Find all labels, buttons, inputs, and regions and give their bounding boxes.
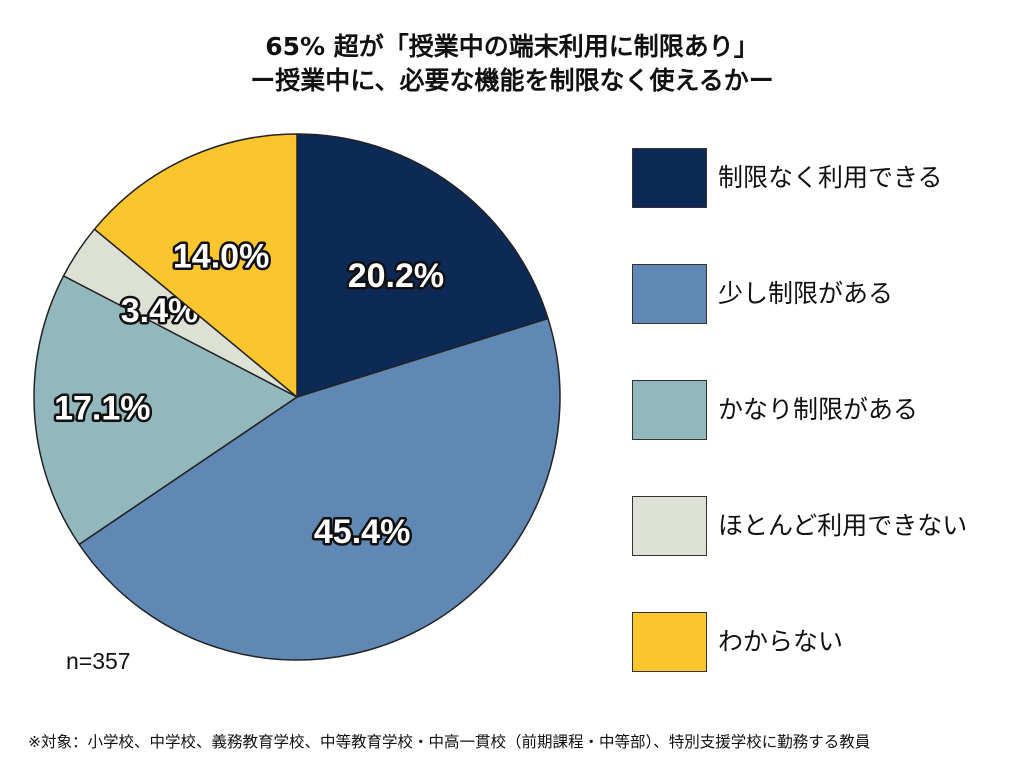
pie-slice [296,133,549,398]
legend-label: かなり制限がある [718,395,919,424]
footnote: ※対象：小学校、中学校、義務教育学校、中等教育学校・中高一貫校（前期課程・中等部… [28,733,871,751]
slice-data-label: 17.1% [54,389,150,427]
pie-slice [93,133,298,398]
legend-swatch [632,380,707,440]
legend-item: 少し制限がある [632,264,1012,324]
legend-item: 制限なく利用できる [632,148,1012,208]
sample-size: n=357 [66,648,131,674]
legend-item: ほとんど利用できない [632,496,1012,556]
legend-swatch [632,264,707,324]
slice-data-label: 20.2% [348,257,444,295]
chart-title: 65% 超が「授業中の端末利用に制限あり」 ー授業中に、必要な機能を制限なく使え… [0,30,1024,98]
slice-data-label: 45.4% [314,513,410,551]
legend-swatch [632,148,707,208]
legend-label: 少し制限がある [718,279,894,308]
legend-label: ほとんど利用できない [718,511,968,540]
legend-swatch [632,496,707,556]
slice-data-label: 14.0% [173,238,269,276]
legend-item: かなり制限がある [632,380,1012,440]
legend-label: わからない [718,627,844,656]
pie-slice [78,317,561,661]
legend-swatch [632,612,707,672]
pie-slice [33,275,298,546]
chart-title-line-2: ー授業中に、必要な機能を制限なく使えるかー [250,66,774,95]
chart-title-line-1: 65% 超が「授業中の端末利用に制限あり」 [265,32,759,61]
legend-label: 制限なく利用できる [718,163,943,192]
legend-item: わからない [632,612,1012,672]
